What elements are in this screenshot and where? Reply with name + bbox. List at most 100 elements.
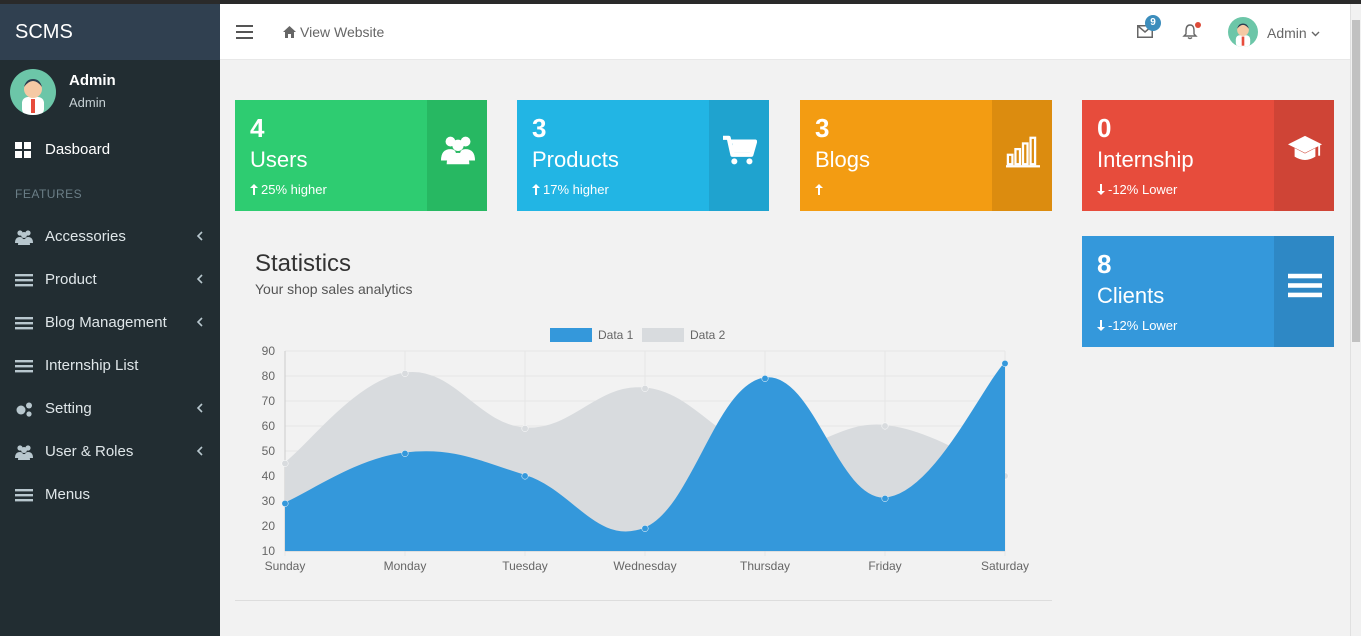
hamburger-icon[interactable]	[236, 25, 253, 39]
header-user-name: Admin	[1267, 25, 1307, 41]
data-point	[761, 375, 769, 382]
stat-label: Products	[532, 147, 619, 172]
dashboard-icon	[15, 142, 31, 158]
stat-box-blogs[interactable]: 3 Blogs	[800, 100, 1052, 211]
sidebar-item-label: Internship List	[45, 357, 139, 374]
y-tick-label: 70	[262, 394, 276, 408]
legend-swatch	[642, 328, 684, 342]
header-user-menu[interactable]: Admin	[1267, 25, 1320, 41]
y-tick-label: 20	[262, 519, 276, 533]
header-avatar[interactable]	[1228, 17, 1258, 47]
statistics-subtitle: Your shop sales analytics	[255, 281, 413, 297]
sidebar-item-product[interactable]: Product	[0, 260, 220, 300]
x-tick-label: Friday	[868, 559, 901, 573]
data-point	[521, 425, 529, 432]
sidebar-item-label: Dasboard	[45, 141, 111, 158]
user-panel: Admin Admin	[0, 60, 220, 126]
stat-trend-text: -12% Lower	[1108, 318, 1178, 333]
brand-logo[interactable]: SCMS	[0, 4, 220, 60]
chevron-left-icon	[196, 231, 203, 241]
stat-trend-text: 25% higher	[261, 182, 327, 197]
statistics-chart: 10 20 30 40 50 60 70 80 90 Sunday Monday Tuesday Wed…	[262, 328, 1029, 573]
stat-value: 3	[532, 113, 547, 143]
y-tick-label: 90	[262, 344, 276, 358]
sidebar-item-dashboard[interactable]: Dasboard	[0, 130, 220, 170]
sidebar-item-internship-list[interactable]: Internship List	[0, 346, 220, 386]
chevron-down-icon	[1311, 31, 1320, 37]
stat-box-clients[interactable]: 8 Clients -12% Lower	[1082, 236, 1334, 347]
data-point	[401, 370, 409, 377]
page-scrollbar[interactable]	[1350, 4, 1361, 636]
stat-trend-text: -12% Lower	[1108, 182, 1178, 197]
view-website-link[interactable]: View Website	[283, 24, 384, 40]
top-border	[0, 0, 1361, 4]
chevron-left-icon	[196, 446, 203, 456]
stat-value: 0	[1097, 113, 1112, 143]
sidebar-item-label: Menus	[45, 486, 91, 503]
y-tick-label: 80	[262, 369, 276, 383]
data-point	[641, 525, 649, 532]
bars-icon	[15, 358, 33, 374]
arrow-down-icon	[1097, 320, 1105, 331]
sidebar-item-setting[interactable]: Setting	[0, 389, 220, 429]
sidebar-item-label: Blog Management	[45, 314, 167, 331]
data-point	[641, 385, 649, 392]
bars-icon	[15, 272, 33, 288]
x-tick-label: Thursday	[740, 559, 790, 573]
x-tick-label: Saturday	[981, 559, 1029, 573]
data-point	[401, 450, 409, 457]
stat-value: 8	[1097, 249, 1112, 279]
sidebar-item-blog-management[interactable]: Blog Management	[0, 303, 220, 343]
data-point	[521, 472, 529, 480]
stat-box-internship[interactable]: 0 Internship -12% Lower	[1082, 100, 1334, 211]
stat-trend: 25% higher	[250, 182, 327, 197]
chevron-left-icon	[196, 317, 203, 327]
user-role: Admin	[69, 95, 106, 110]
stat-trend	[815, 182, 826, 197]
data-point	[281, 500, 289, 507]
scrollbar-thumb[interactable]	[1352, 20, 1360, 342]
x-tick-label: Tuesday	[502, 559, 548, 573]
series-area-1	[285, 363, 1005, 551]
avatar	[10, 69, 56, 115]
stat-value: 3	[815, 113, 830, 143]
notification-dot	[1195, 22, 1201, 28]
arrow-up-icon	[250, 184, 258, 195]
users-icon	[15, 229, 33, 245]
divider	[235, 600, 1052, 601]
stat-icon-panel	[1274, 236, 1334, 347]
arrow-up-icon	[532, 184, 540, 195]
sidebar-item-accessories[interactable]: Accessories	[0, 217, 220, 257]
arrow-up-icon	[815, 184, 823, 195]
stat-icon-panel	[427, 100, 487, 211]
y-tick-label: 40	[262, 469, 276, 483]
cart-icon	[723, 134, 758, 173]
bar-chart-icon	[1006, 134, 1040, 173]
sidebar-item-label: User & Roles	[45, 443, 134, 460]
stat-label: Clients	[1097, 283, 1165, 308]
sidebar-item-user-roles[interactable]: User & Roles	[0, 432, 220, 472]
stat-trend: -12% Lower	[1097, 182, 1177, 197]
bars-icon	[1288, 270, 1322, 309]
bell-icon[interactable]	[1182, 24, 1198, 40]
data-point	[1001, 360, 1009, 367]
sidebar-item-menus[interactable]: Menus	[0, 475, 220, 515]
data-point	[881, 495, 889, 502]
y-tick-label: 50	[262, 444, 276, 458]
statistics-title: Statistics	[255, 250, 352, 277]
stat-label: Users	[250, 147, 308, 172]
chevron-left-icon	[196, 403, 203, 413]
stat-box-users[interactable]: 4 Users 25% higher	[235, 100, 487, 211]
x-tick-label: Sunday	[265, 559, 306, 573]
legend-label: Data 1	[598, 328, 634, 342]
stat-trend: 17% higher	[532, 182, 609, 197]
stat-box-products[interactable]: 3 Products 17% higher	[517, 100, 769, 211]
y-tick-label: 30	[262, 494, 276, 508]
users-icon	[441, 134, 475, 173]
y-tick-label: 60	[262, 419, 276, 433]
stat-icon-panel	[1274, 100, 1334, 211]
stat-trend-text: 17% higher	[543, 182, 609, 197]
user-name: Admin	[69, 72, 116, 89]
bars-icon	[15, 487, 33, 503]
section-label: FEATURES	[15, 187, 83, 201]
